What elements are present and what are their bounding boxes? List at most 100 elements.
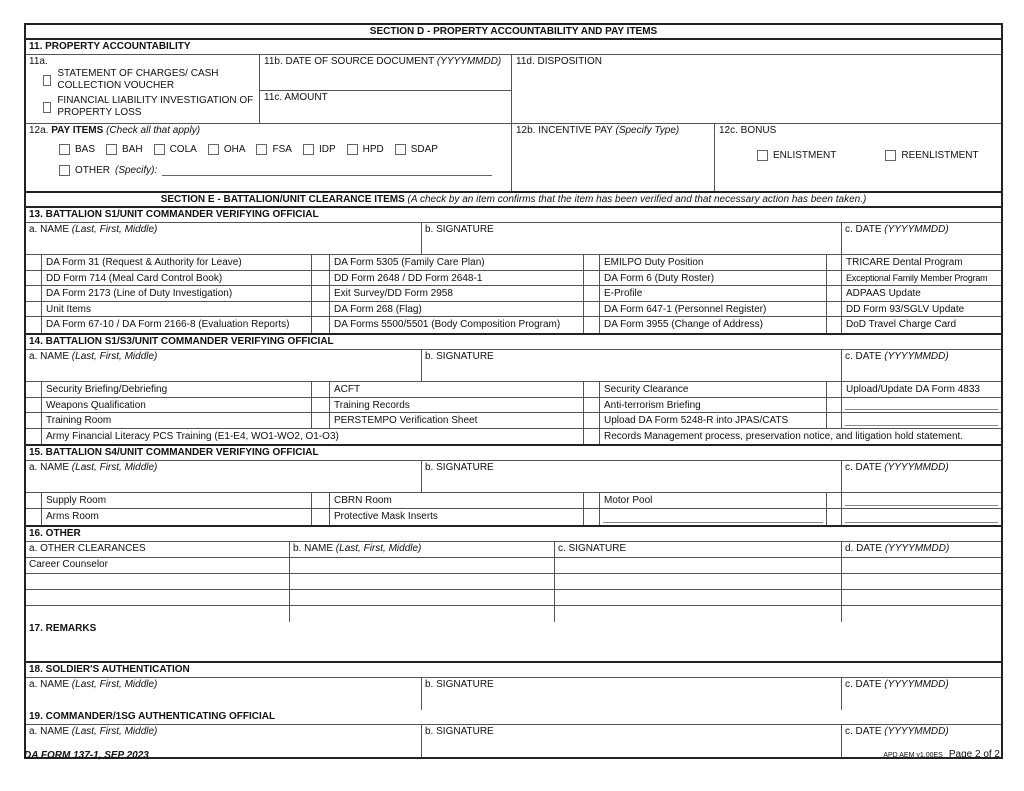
checklist-checkbox[interactable] — [584, 270, 600, 287]
other-signature-input[interactable] — [555, 589, 842, 605]
checklist-checkbox[interactable] — [827, 397, 842, 414]
other-clearance-name[interactable] — [26, 573, 290, 589]
other-name-input[interactable] — [290, 605, 555, 622]
checklist-checkbox[interactable] — [26, 317, 42, 333]
checklist-checkbox[interactable] — [584, 397, 600, 414]
other-name-input[interactable] — [290, 573, 555, 589]
checklist-checkbox[interactable] — [312, 255, 330, 271]
incentive-pay-field[interactable]: 12b. INCENTIVE PAY (Specify Type) — [512, 124, 715, 191]
financial-liability-option[interactable]: FINANCIAL LIABILITY INVESTIGATION OF PRO… — [43, 95, 256, 119]
fsa-checkbox[interactable] — [256, 144, 268, 155]
cola-checkbox[interactable] — [153, 144, 165, 155]
checklist-checkbox[interactable] — [26, 508, 42, 525]
blank-entry-field[interactable] — [842, 493, 1001, 509]
other-date-input[interactable] — [842, 606, 1001, 622]
pay-item-cola[interactable]: COLA — [153, 144, 197, 155]
other-checkbox[interactable] — [59, 164, 70, 176]
other-signature-input[interactable] — [555, 605, 842, 622]
checklist-checkbox[interactable] — [312, 413, 330, 429]
enlistment-option[interactable]: ENLISTMENT — [757, 150, 836, 161]
remarks-field[interactable]: 17. REMARKS — [26, 622, 1001, 663]
pay-item-bah[interactable]: BAH — [106, 144, 143, 155]
other-clearance-name[interactable]: Career Counselor — [26, 557, 290, 573]
checklist-checkbox[interactable] — [26, 493, 42, 509]
hpd-checkbox[interactable] — [346, 144, 358, 155]
checklist-checkbox[interactable] — [26, 428, 42, 445]
name-field[interactable]: a. NAME (Last, First, Middle) — [26, 349, 422, 381]
checklist-checkbox[interactable] — [312, 317, 330, 333]
checklist-checkbox[interactable] — [26, 301, 42, 318]
checklist-checkbox[interactable] — [26, 286, 42, 302]
name-field[interactable]: a. NAME (Last, First, Middle) — [26, 223, 422, 254]
pay-item-sdap[interactable]: SDAP — [394, 144, 438, 155]
amount-field[interactable]: 11c. AMOUNT — [260, 91, 511, 123]
date-field[interactable]: c. DATE (YYYYMMDD) — [842, 350, 1001, 381]
checklist-checkbox[interactable] — [827, 508, 842, 525]
name-field[interactable]: a. NAME (Last, First, Middle) — [26, 461, 422, 493]
checklist-checkbox[interactable] — [827, 317, 842, 333]
date-source-document-field[interactable]: 11b. DATE OF SOURCE DOCUMENT (YYYYMMDD) — [260, 55, 511, 91]
date-field[interactable]: c. DATE (YYYYMMDD) — [842, 223, 1001, 254]
signature-field[interactable]: b. SIGNATURE — [422, 724, 842, 757]
other-date-input[interactable] — [842, 574, 1001, 589]
checklist-checkbox[interactable] — [26, 381, 42, 398]
checklist-checkbox[interactable] — [584, 301, 600, 318]
bas-checkbox[interactable] — [59, 144, 70, 155]
checklist-checkbox[interactable] — [584, 428, 600, 445]
checklist-checkbox[interactable] — [827, 255, 842, 271]
checklist-checkbox[interactable] — [584, 317, 600, 333]
other-date-input[interactable] — [842, 558, 1001, 573]
checklist-checkbox[interactable] — [26, 255, 42, 271]
other-signature-input[interactable] — [555, 573, 842, 589]
enlistment-checkbox[interactable] — [757, 150, 768, 161]
checklist-checkbox[interactable] — [584, 381, 600, 398]
other-date-input[interactable] — [842, 590, 1001, 605]
signature-field[interactable]: b. SIGNATURE — [422, 677, 842, 710]
checklist-checkbox[interactable] — [312, 286, 330, 302]
oha-checkbox[interactable] — [207, 144, 219, 155]
disposition-field[interactable]: 11d. DISPOSITION — [512, 55, 1001, 123]
pay-item-fsa[interactable]: FSA — [256, 144, 292, 155]
financial-liability-checkbox[interactable] — [43, 101, 52, 113]
idp-checkbox[interactable] — [302, 144, 314, 155]
name-field[interactable]: a. NAME (Last, First, Middle) — [26, 724, 422, 757]
sdap-checkbox[interactable] — [394, 144, 406, 155]
date-field[interactable]: c. DATE (YYYYMMDD) — [842, 461, 1001, 492]
date-field[interactable]: c. DATE (YYYYMMDD) — [842, 678, 1001, 710]
checklist-checkbox[interactable] — [312, 301, 330, 318]
checklist-checkbox[interactable] — [827, 286, 842, 302]
bah-checkbox[interactable] — [106, 144, 118, 155]
statement-of-charges-option[interactable]: STATEMENT OF CHARGES/ CASH COLLECTION VO… — [43, 68, 256, 92]
checklist-checkbox[interactable] — [312, 397, 330, 414]
statement-of-charges-checkbox[interactable] — [43, 74, 52, 86]
checklist-checkbox[interactable] — [584, 413, 600, 429]
checklist-checkbox[interactable] — [312, 270, 330, 287]
other-clearance-name[interactable] — [26, 605, 290, 622]
pay-item-idp[interactable]: IDP — [302, 144, 336, 155]
checklist-checkbox[interactable] — [827, 493, 842, 509]
date-field[interactable]: c. DATE (YYYYMMDD) — [842, 725, 1001, 757]
pay-item-bas[interactable]: BAS — [59, 144, 95, 155]
other-name-input[interactable] — [290, 589, 555, 605]
blank-entry-field[interactable] — [600, 508, 827, 525]
checklist-checkbox[interactable] — [312, 493, 330, 509]
checklist-checkbox[interactable] — [26, 270, 42, 287]
reenlistment-checkbox[interactable] — [885, 150, 897, 161]
other-clearance-name[interactable] — [26, 589, 290, 605]
blank-entry-field[interactable] — [842, 509, 1001, 525]
checklist-checkbox[interactable] — [312, 508, 330, 525]
checklist-checkbox[interactable] — [584, 493, 600, 509]
checklist-checkbox[interactable] — [827, 301, 842, 318]
checklist-checkbox[interactable] — [827, 413, 842, 429]
checklist-checkbox[interactable] — [26, 413, 42, 429]
checklist-checkbox[interactable] — [584, 286, 600, 302]
checklist-checkbox[interactable] — [584, 508, 600, 525]
blank-entry-field[interactable] — [842, 413, 1001, 429]
checklist-checkbox[interactable] — [584, 255, 600, 271]
name-field[interactable]: a. NAME (Last, First, Middle) — [26, 677, 422, 710]
checklist-checkbox[interactable] — [26, 397, 42, 414]
checklist-checkbox[interactable] — [827, 270, 842, 287]
checklist-checkbox[interactable] — [312, 381, 330, 398]
other-specify-input[interactable] — [162, 164, 493, 176]
checklist-checkbox[interactable] — [827, 381, 842, 398]
